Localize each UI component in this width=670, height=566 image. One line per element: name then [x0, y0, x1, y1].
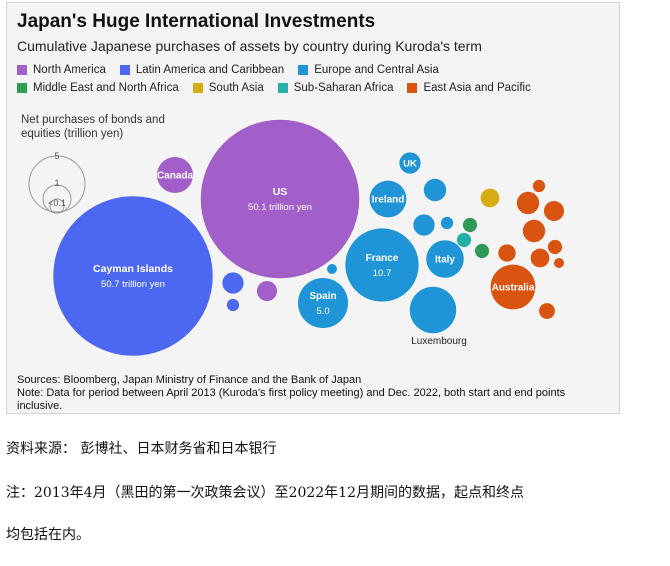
bubble-latin-america-and-caribbean-4	[226, 298, 240, 312]
bubble-north-america-5	[256, 280, 278, 302]
bubble-sub-saharan-africa-20	[456, 232, 472, 248]
legend-swatch	[17, 65, 27, 75]
legend-item-east-asia: East Asia and Pacific	[407, 82, 531, 94]
chart-subtitle: Cumulative Japanese purchases of assets …	[17, 38, 482, 54]
chart-card: Japan's Huge International Investments C…	[6, 2, 620, 414]
chart-title: Japan's Huge International Investments	[17, 11, 376, 32]
bubble-east-asia-and-pacific-29	[532, 179, 546, 193]
bubble-east-asia-and-pacific-27	[539, 303, 555, 319]
bubble-uk	[399, 152, 421, 174]
bubble-middle-east-and-north-africa-18	[474, 243, 490, 259]
bubble-latin-america-and-caribbean-3	[222, 272, 244, 294]
bubble-label-uk: UK	[403, 159, 417, 170]
bubble-label-italy: Italy	[435, 255, 455, 266]
bubble-east-asia-and-pacific-24	[543, 200, 565, 222]
bubble-value-cayman-islands: 50.7 trillion yen	[101, 279, 165, 290]
bubble-europe-and-central-asia-14	[440, 216, 454, 230]
bubble-value-france: 10.7	[373, 268, 392, 279]
legend-swatch	[298, 65, 309, 75]
bubble-chart: US 50.1 trillion yen Canada Cayman Islands 5…	[28, 119, 565, 356]
bubble-us	[200, 119, 360, 279]
bubble-label-cayman-islands: Cayman Islands	[93, 263, 173, 275]
bubble-east-asia-and-pacific-26	[498, 244, 516, 262]
bubble-europe-and-central-asia-12	[423, 178, 447, 202]
bubble-france	[345, 228, 419, 302]
bubble-east-asia-and-pacific-25	[530, 248, 550, 268]
bubble-italy	[426, 240, 464, 278]
size-legend-label: <0.1	[48, 198, 66, 208]
sources-text: Sources: Bloomberg, Japan Ministry of Fi…	[17, 374, 362, 386]
legend-item-europe: Europe and Central Asia	[298, 64, 439, 76]
bubble-luxembourg	[409, 286, 457, 334]
legend-swatch	[17, 83, 27, 93]
bubble-ireland	[369, 180, 407, 218]
bubble-label-luxembourg: Luxembourg	[411, 336, 467, 347]
bubble-east-asia-and-pacific-23	[522, 219, 546, 243]
legend-item-north-america: North America	[17, 64, 106, 76]
bubble-label-ireland: Ireland	[372, 195, 405, 206]
size-legend-label: 5	[54, 151, 59, 161]
bubble-label-australia: Australia	[492, 283, 535, 294]
legend-swatch	[119, 65, 130, 75]
legend-item-sub-saharan: Sub-Saharan Africa	[277, 82, 393, 94]
bubble-east-asia-and-pacific-30	[553, 257, 565, 269]
bubble-value-us: 50.1 trillion yen	[248, 202, 312, 213]
bubble-europe-and-central-asia-15	[435, 245, 447, 257]
chinese-note-line2: 均包括在内。	[6, 527, 90, 543]
bubble-label-canada: Canada	[157, 171, 194, 182]
bubble-label-spain: Spain	[309, 291, 336, 302]
chinese-source: 资料来源： 彭博社、日本财务省和日本银行	[6, 441, 277, 457]
legend: North America Latin America and Caribbea…	[17, 64, 617, 100]
legend-item-south-asia: South Asia	[192, 82, 264, 94]
bubble-label-us: US	[273, 186, 288, 198]
bubble-south-asia-19	[480, 188, 500, 208]
bubble-cayman-islands	[53, 196, 213, 356]
sources-block: Sources: Bloomberg, Japan Ministry of Fi…	[17, 374, 607, 413]
bubble-east-asia-and-pacific-22	[516, 191, 540, 215]
legend-swatch	[192, 83, 203, 93]
bubble-label-france: France	[366, 253, 399, 264]
bubble-europe-and-central-asia-16	[327, 264, 337, 274]
bubble-middle-east-and-north-africa-17	[462, 217, 478, 233]
note-text: Note: Data for period between April 2013…	[17, 387, 566, 412]
bubble-east-asia-and-pacific-28	[547, 239, 563, 255]
size-legend-label: 1	[54, 178, 59, 188]
bubble-canada	[156, 156, 194, 194]
size-legend-circle	[28, 155, 86, 213]
bubble-europe-and-central-asia-13	[413, 214, 435, 236]
legend-swatch	[407, 83, 418, 93]
legend-swatch	[277, 83, 288, 93]
legend-item-middle-east: Middle East and North Africa	[17, 82, 179, 94]
chinese-note-line1: 注：2013年4月（黑田的第一次政策会议）至2022年12月期间的数据，起点和终…	[6, 485, 524, 501]
size-legend-circle	[49, 198, 65, 214]
size-legend-title: Net purchases of bonds and equities (tri…	[21, 114, 165, 140]
bubble-spain	[297, 277, 349, 329]
legend-item-latin-america: Latin America and Caribbean	[119, 64, 284, 76]
bubble-australia	[490, 264, 536, 310]
bubble-value-spain: 5.0	[316, 306, 329, 317]
